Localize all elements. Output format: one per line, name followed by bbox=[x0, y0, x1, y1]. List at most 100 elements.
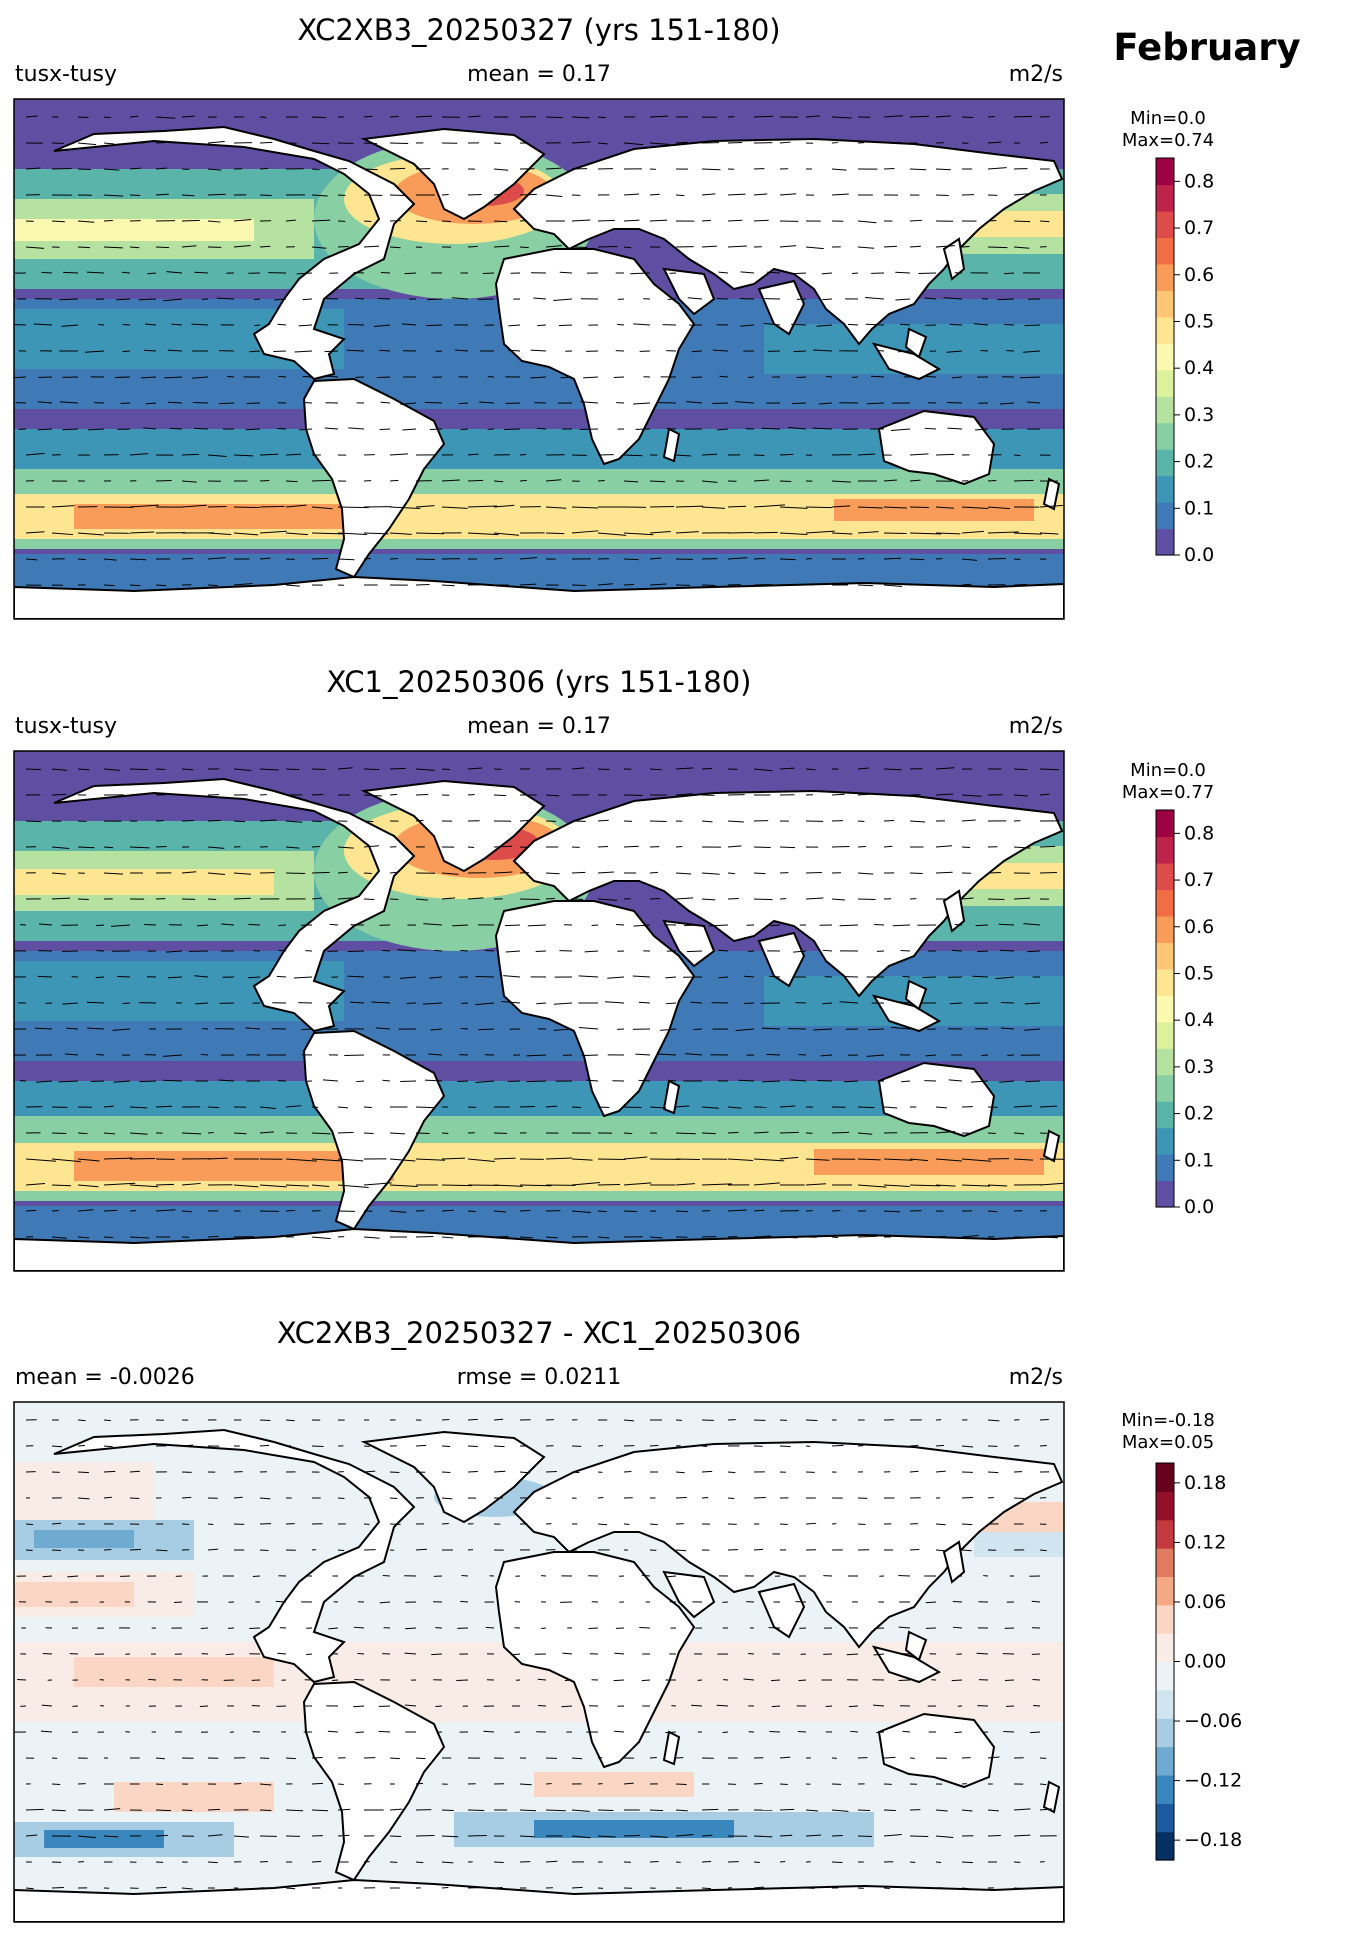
vector-arrow bbox=[155, 1549, 168, 1552]
vector-arrow bbox=[196, 924, 209, 927]
colorbar-swatch bbox=[1156, 1548, 1174, 1578]
vector-arrow bbox=[564, 1679, 573, 1682]
vector-arrow bbox=[935, 793, 954, 796]
vector-arrow bbox=[441, 1497, 453, 1500]
vector-arrow bbox=[285, 1209, 296, 1212]
vector-arrow bbox=[51, 1209, 59, 1212]
vector-arrow bbox=[727, 141, 743, 144]
vector-arrow bbox=[961, 819, 976, 822]
vector-arrow bbox=[77, 768, 90, 771]
vector-arrow bbox=[999, 1080, 1015, 1083]
vector-arrow bbox=[181, 1210, 192, 1213]
vector-arrow bbox=[519, 1471, 531, 1474]
vector-arrow bbox=[155, 1105, 173, 1108]
colorbar-swatch bbox=[1156, 475, 1174, 503]
vector-arrow bbox=[337, 1549, 345, 1552]
vector-arrow bbox=[701, 820, 713, 823]
vector-arrow bbox=[1013, 1132, 1025, 1135]
vector-arrow bbox=[883, 532, 907, 535]
vector-arrow bbox=[207, 168, 222, 171]
vector-arrow bbox=[935, 1809, 948, 1812]
vector-arrow bbox=[909, 532, 942, 535]
vector-arrow bbox=[743, 1678, 755, 1681]
vector-arrow bbox=[389, 1210, 407, 1213]
vector-arrow bbox=[999, 402, 1015, 405]
vector-arrow bbox=[614, 1730, 625, 1733]
vector-arrow bbox=[987, 141, 1002, 144]
colorbar-difference: 0.18 0.12 0.06 0.00 −0.06 −0.12 −0.18 bbox=[1155, 1462, 1242, 1861]
vector-arrow bbox=[571, 116, 590, 119]
vector-arrow bbox=[545, 245, 562, 248]
vector-arrow bbox=[51, 1445, 62, 1448]
vector-arrow bbox=[363, 820, 374, 823]
vector-arrow bbox=[426, 324, 443, 327]
vector-arrow bbox=[831, 793, 845, 796]
vector-arrow bbox=[25, 820, 42, 823]
vector-arrow bbox=[181, 504, 207, 508]
vector-arrow bbox=[181, 1182, 201, 1186]
vector-arrow bbox=[25, 558, 38, 561]
vector-arrow bbox=[505, 950, 521, 953]
vector-arrow bbox=[441, 872, 459, 875]
vector-arrow bbox=[883, 557, 902, 560]
vector-arrow bbox=[623, 219, 640, 222]
vector-arrow bbox=[805, 1419, 818, 1422]
vector-arrow bbox=[423, 923, 443, 926]
colorbar-swatch bbox=[1156, 1021, 1174, 1049]
vector-arrow bbox=[62, 428, 79, 431]
vector-arrow bbox=[871, 375, 885, 378]
vector-arrow bbox=[155, 193, 169, 196]
vector-arrow bbox=[961, 1861, 973, 1864]
colorbar-swatch bbox=[1156, 1661, 1174, 1691]
vector-arrow bbox=[638, 1079, 651, 1082]
vector-arrow bbox=[77, 558, 86, 561]
vector-arrow bbox=[883, 584, 902, 587]
vector-arrow bbox=[155, 1783, 163, 1786]
vector-arrow bbox=[805, 768, 816, 771]
vector-arrow bbox=[675, 767, 694, 770]
vector-arrow bbox=[25, 246, 45, 249]
vector-arrow bbox=[155, 141, 172, 144]
vector-arrow bbox=[753, 898, 773, 901]
vector-arrow bbox=[545, 1157, 573, 1160]
vector-arrow bbox=[493, 1445, 505, 1448]
vector-arrow bbox=[467, 245, 478, 248]
vector-arrow bbox=[155, 1183, 175, 1186]
vector-arrow bbox=[441, 1835, 459, 1838]
vector-arrow bbox=[302, 375, 313, 378]
vector-arrow bbox=[181, 768, 194, 771]
vector-arrow bbox=[623, 454, 643, 457]
colorbar-swatch bbox=[1156, 1463, 1174, 1492]
vector-arrow bbox=[311, 142, 330, 145]
vector-arrow bbox=[831, 1834, 843, 1837]
vector-arrow bbox=[753, 1835, 773, 1838]
vector-arrow bbox=[460, 949, 469, 952]
vector-arrow bbox=[400, 976, 417, 979]
variable-label: tusx-tusy bbox=[15, 714, 117, 739]
vector-arrow bbox=[519, 1236, 534, 1239]
vector-arrow bbox=[675, 194, 685, 197]
vector-arrow bbox=[129, 453, 149, 456]
vector-arrow bbox=[37, 401, 53, 404]
vector-arrow bbox=[129, 1184, 159, 1188]
vector-arrow bbox=[181, 1132, 202, 1135]
vector-arrow bbox=[1033, 1704, 1041, 1707]
vector-arrow bbox=[530, 376, 547, 379]
vector-arrow bbox=[571, 1886, 583, 1889]
vector-arrow bbox=[561, 1705, 573, 1708]
vector-arrow bbox=[77, 898, 89, 901]
vector-arrow bbox=[1013, 454, 1021, 457]
vector-arrow bbox=[883, 1833, 902, 1837]
vector-arrow bbox=[935, 532, 961, 535]
vector-arrow bbox=[415, 532, 444, 535]
vector-arrow bbox=[675, 1105, 690, 1108]
vector-arrow bbox=[545, 116, 563, 119]
vector-arrow bbox=[460, 1027, 469, 1030]
vector-arrow bbox=[693, 1028, 703, 1031]
colorbar-tick-label: 0.8 bbox=[1184, 822, 1214, 844]
vector-arrow bbox=[493, 1886, 503, 1889]
vector-arrow bbox=[493, 1470, 506, 1473]
vector-arrow bbox=[892, 924, 911, 927]
vector-arrow bbox=[734, 401, 755, 404]
colorbar-tick-label: 0.7 bbox=[1184, 217, 1214, 239]
